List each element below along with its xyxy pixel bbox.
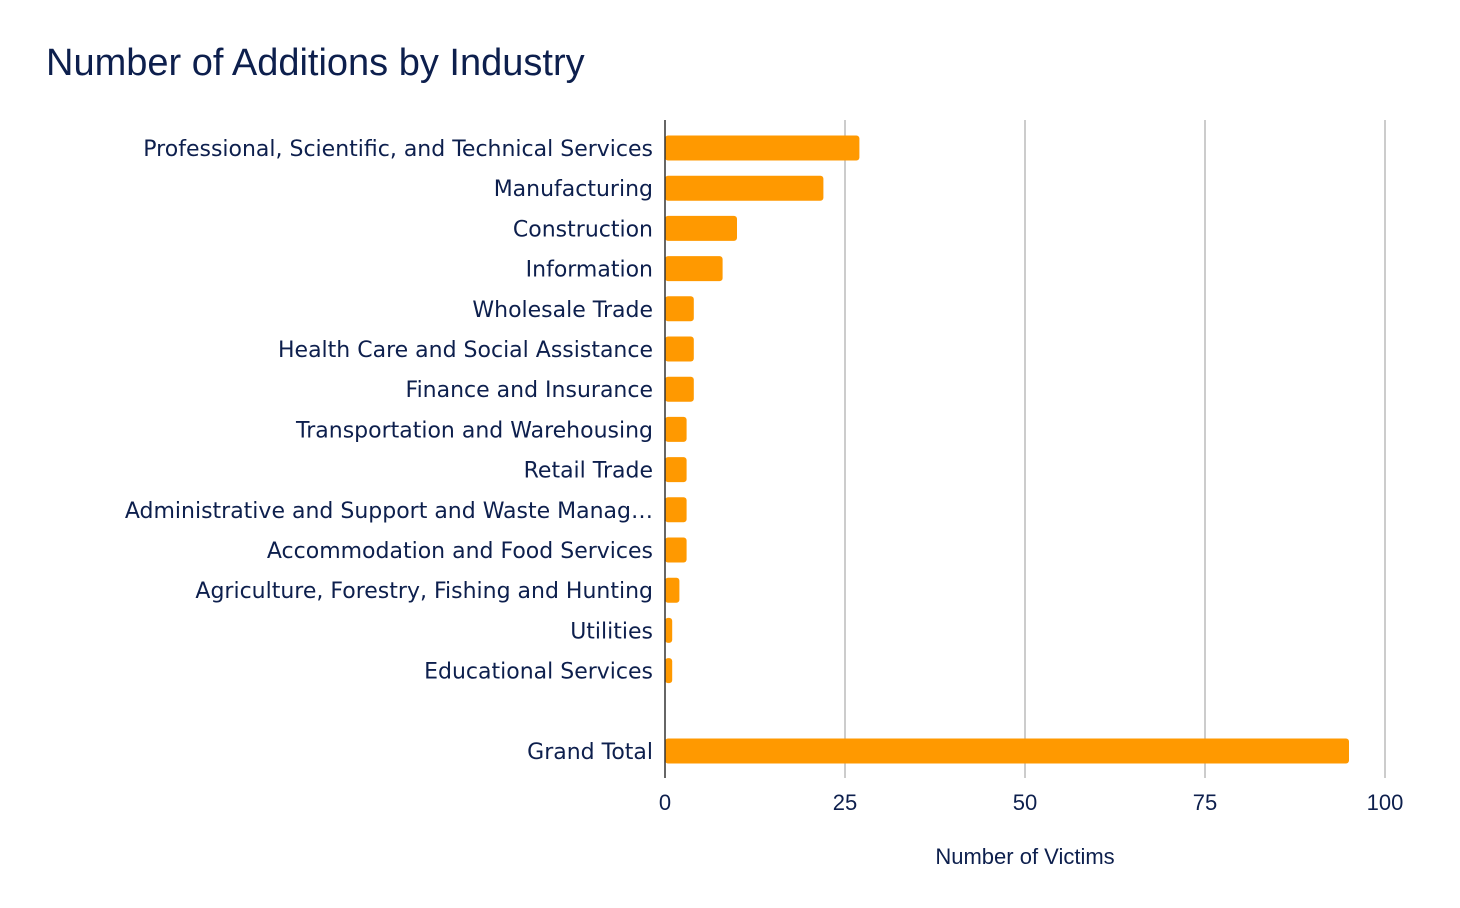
bar <box>665 215 737 241</box>
x-tick-labels: 0 25 50 75 100 <box>659 790 1403 815</box>
bar <box>665 135 860 161</box>
category-label: Administrative and Support and Waste Man… <box>125 499 653 524</box>
bar <box>665 296 694 322</box>
bars <box>665 135 1349 764</box>
category-label: Health Care and Social Assistance <box>278 338 653 363</box>
x-tick-75: 75 <box>1193 790 1217 815</box>
category-label: Transportation and Warehousing <box>295 418 653 443</box>
x-tick-25: 25 <box>833 790 857 815</box>
bar <box>665 416 687 442</box>
bar <box>665 256 723 282</box>
gridlines <box>844 120 1386 778</box>
category-label: Agriculture, Forestry, Fishing and Hunti… <box>195 579 653 604</box>
x-axis-title: Number of Victims <box>935 844 1114 869</box>
category-label: Educational Services <box>424 660 653 685</box>
x-tick-50: 50 <box>1013 790 1037 815</box>
category-label: Retail Trade <box>524 459 653 484</box>
bar <box>665 577 680 603</box>
category-label: Manufacturing <box>494 177 653 202</box>
category-label: Construction <box>513 217 653 242</box>
category-label: Wholesale Trade <box>472 298 653 323</box>
bar <box>665 336 694 362</box>
x-tick-100: 100 <box>1367 790 1404 815</box>
bar <box>665 617 673 643</box>
bar <box>665 497 687 523</box>
category-labels: Professional, Scientific, and Technical … <box>125 137 653 765</box>
category-label: Information <box>526 258 653 283</box>
category-label: Finance and Insurance <box>406 378 653 403</box>
category-label: Grand Total <box>527 740 653 765</box>
x-tick-0: 0 <box>659 790 671 815</box>
bar <box>665 537 687 563</box>
bar <box>665 738 1349 764</box>
bar <box>665 658 673 684</box>
chart-title: Number of Additions by Industry <box>46 42 585 84</box>
category-label: Utilities <box>570 619 653 644</box>
category-label: Accommodation and Food Services <box>267 539 653 564</box>
bar <box>665 457 687 483</box>
bar <box>665 376 694 402</box>
bar <box>665 175 824 201</box>
category-label: Professional, Scientific, and Technical … <box>143 137 653 162</box>
